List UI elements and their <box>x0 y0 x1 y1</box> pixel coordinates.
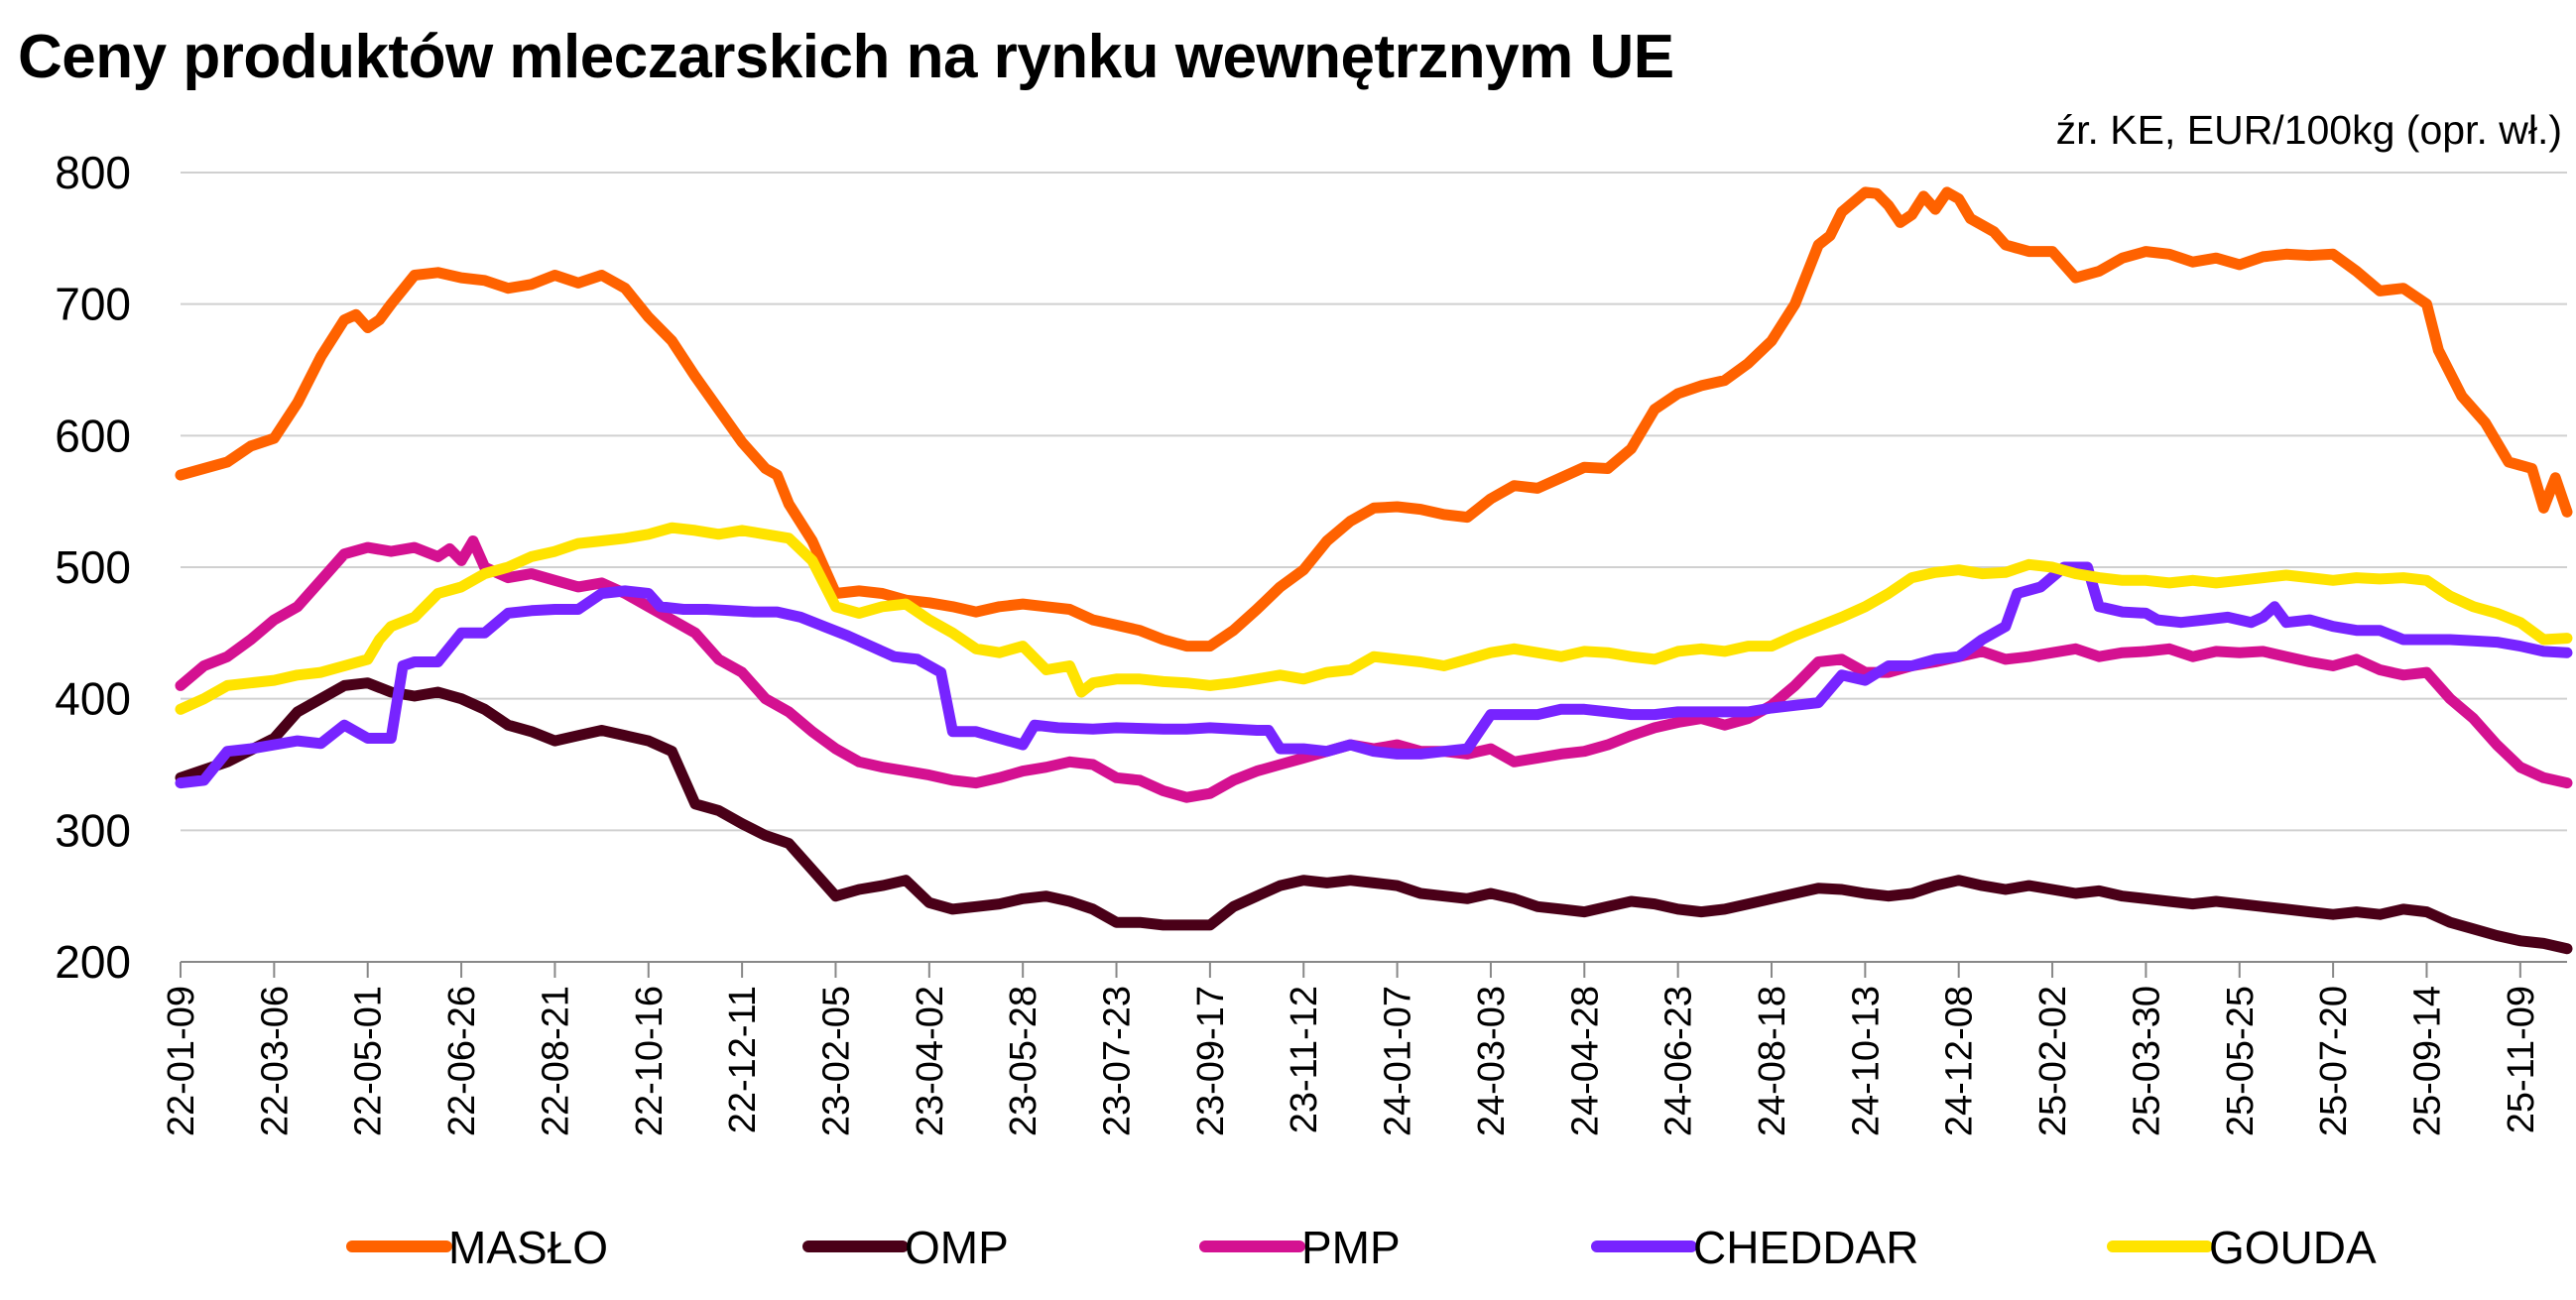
x-tick-label: 23-07-23 <box>1097 986 1139 1136</box>
y-tick-label: 500 <box>55 541 131 593</box>
x-tick-label: 23-02-05 <box>815 986 857 1136</box>
x-tick-label: 24-10-13 <box>1845 986 1887 1136</box>
x-tick-label: 24-01-07 <box>1378 986 1419 1136</box>
legend-label: MASŁO <box>448 1222 608 1273</box>
legend-label: PMP <box>1301 1222 1401 1273</box>
x-tick-label: 25-11-09 <box>2501 986 2542 1133</box>
x-tick-label: 22-12-11 <box>722 986 764 1133</box>
x-tick-label: 23-09-17 <box>1190 986 1232 1136</box>
y-tick-label: 600 <box>55 410 131 461</box>
x-tick-label: 24-04-28 <box>1564 986 1606 1136</box>
legend-label: CHEDDAR <box>1693 1222 1918 1273</box>
chart-title: Ceny produktów mleczarskich na rynku wew… <box>18 23 1674 91</box>
series-line-masło <box>175 186 2573 652</box>
series-lines <box>175 186 2573 955</box>
x-tick-label: 23-11-12 <box>1284 986 1325 1133</box>
x-tick-label: 24-12-08 <box>1939 986 1981 1136</box>
series-line-omp <box>175 677 2573 955</box>
x-tick-label: 24-06-23 <box>1658 986 1700 1136</box>
x-tick-label: 22-06-26 <box>441 986 483 1136</box>
y-tick-label: 200 <box>55 936 131 988</box>
y-tick-label: 400 <box>55 673 131 725</box>
x-tick-label: 25-07-20 <box>2313 986 2355 1136</box>
legend-label: GOUDA <box>2209 1222 2377 1273</box>
axes: 200 300 400 500 600 700 800 22-01-09 22-03-06 22-… <box>55 147 2567 1136</box>
x-tick-label: 24-08-18 <box>1752 986 1793 1136</box>
x-tick-label: 22-01-09 <box>161 986 202 1136</box>
legend: MASŁO OMP PMP CHEDDAR GOUDA <box>346 1222 2377 1273</box>
x-tick-label: 24-03-03 <box>1471 986 1513 1136</box>
x-tick-label: 22-08-21 <box>535 986 576 1136</box>
x-tick-label: 23-05-28 <box>1003 986 1044 1136</box>
x-tick-label: 25-05-25 <box>2220 986 2262 1136</box>
x-tick-label: 22-05-01 <box>348 986 390 1136</box>
legend-label: OMP <box>905 1222 1009 1273</box>
x-tick-label: 22-03-06 <box>254 986 296 1136</box>
series-line-cheddar <box>175 561 2573 789</box>
x-tick-label: 23-04-02 <box>910 986 951 1136</box>
grid-lines <box>181 172 2567 832</box>
x-tick-label: 25-02-02 <box>2032 986 2074 1136</box>
y-tick-label: 800 <box>55 147 131 198</box>
y-tick-label: 300 <box>55 804 131 856</box>
source-note: źr. KE, EUR/100kg (opr. wł.) <box>2055 107 2562 153</box>
series-line-gouda <box>175 522 2573 715</box>
x-tick-label: 22-10-16 <box>629 986 671 1136</box>
x-tick-label: 25-03-30 <box>2126 986 2167 1136</box>
x-tick-label: 25-09-14 <box>2406 986 2448 1136</box>
y-tick-label: 700 <box>55 279 131 330</box>
